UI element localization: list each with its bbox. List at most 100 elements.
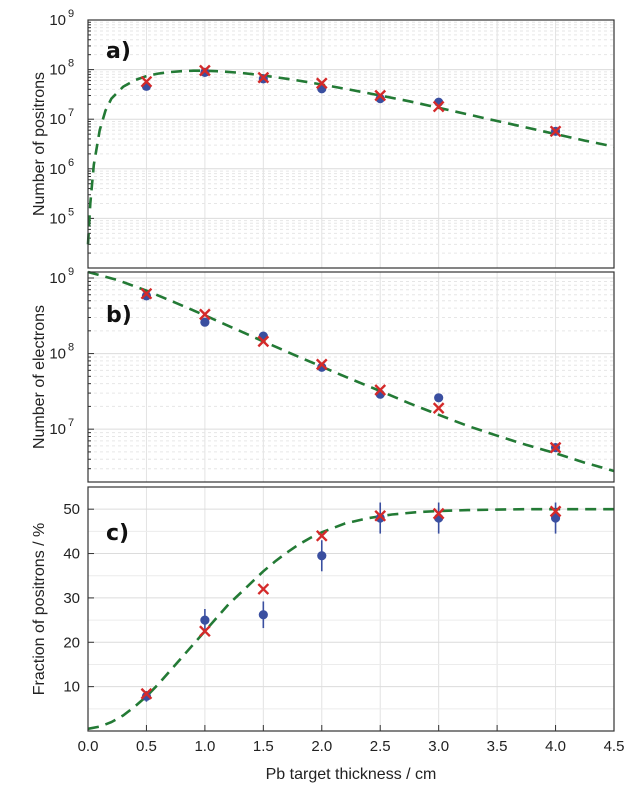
panel-c-frame (87, 486, 615, 732)
x-tick-label: 1.0 (194, 738, 215, 755)
y-tick-base: 10 (49, 346, 66, 363)
y-tick-exponent: 9 (68, 8, 74, 20)
panel-b-frame (87, 271, 615, 483)
y-tick-base: 10 (49, 270, 66, 287)
y-tick-label: 10 (49, 12, 66, 29)
y-tick-label: 10 (49, 270, 66, 287)
x-tick-label: 3.5 (487, 738, 508, 755)
panel-c-ylabel: Fraction of positrons / % (31, 523, 48, 696)
y-tick-base: 10 (49, 62, 66, 79)
data-point-cross (432, 100, 445, 113)
x-tick-label: 3.0 (428, 738, 449, 755)
y-tick-label: 10 (49, 111, 66, 128)
y-tick-label: 10 (49, 421, 66, 438)
y-tick-exponent: 7 (68, 417, 74, 429)
data-point-cross (199, 64, 211, 77)
data-point-circle (317, 551, 327, 561)
y-tick-exponent: 8 (68, 342, 74, 354)
y-tick-exponent: 7 (68, 107, 74, 119)
data-point-cross (140, 687, 153, 700)
panel-a-grid (87, 20, 615, 269)
data-point-cross (257, 583, 270, 595)
cross-stroke (374, 509, 387, 522)
model-curve (87, 270, 615, 473)
y-tick-label: 20 (63, 634, 80, 651)
x-axis-ticks: 0.0 0.5 1.0 1.5 2.0 2.5 3.0 3.5 4.0 4.5 (78, 725, 625, 755)
y-tick-exponent: 6 (68, 157, 74, 169)
panel-a-series (86, 64, 615, 245)
cross-stroke (315, 77, 328, 90)
panel-c: 10 20 30 40 50 0.0 0.5 1.0 1.5 2.0 2.5 3.0 3.5 4.0 4.… (31, 486, 625, 783)
data-point-circle (141, 291, 152, 301)
panel-c-y-ticks: 10 20 30 40 50 (63, 501, 94, 696)
panel-c-background (88, 487, 614, 731)
data-point-cross (549, 505, 562, 518)
data-point-cross (432, 507, 445, 520)
data-point-cross (140, 75, 153, 88)
y-tick-base: 10 (49, 161, 66, 178)
y-tick-label: 10 (49, 62, 66, 79)
data-point-cross (257, 335, 270, 348)
panel-a-background (88, 20, 614, 268)
y-tick-exponent: 5 (68, 206, 74, 218)
data-point-cross (257, 71, 270, 84)
data-point-cross (199, 308, 211, 321)
data-point-cross (315, 77, 328, 90)
data-point-cross (374, 509, 387, 522)
y-tick-label: 50 (63, 501, 80, 518)
cross-stroke (374, 89, 387, 102)
y-tick-base: 10 (49, 210, 66, 227)
x-axis-label: Pb target thickness / cm (266, 766, 437, 783)
data-point-circle (200, 317, 210, 327)
cross-stroke (374, 384, 387, 396)
x-tick-label: 0.5 (136, 738, 157, 755)
y-tick-base: 10 (49, 111, 66, 128)
y-tick-label: 10 (49, 346, 66, 363)
data-point-circle (141, 691, 152, 701)
cross-stroke (257, 71, 270, 84)
x-tick-label: 4.5 (604, 738, 625, 755)
cross-stroke (432, 402, 445, 414)
y-tick-exponent: 9 (68, 266, 74, 278)
panel-b-background (88, 272, 614, 482)
x-tick-label: 4.0 (545, 738, 566, 755)
data-point-circle (200, 615, 210, 625)
cross-stroke (549, 125, 562, 138)
y-tick-label: 10 (49, 161, 66, 178)
data-point-circle (200, 67, 210, 77)
cross-stroke (140, 287, 153, 300)
data-point-circle (317, 362, 327, 372)
panel-a-frame (87, 19, 615, 269)
cross-stroke (199, 625, 211, 638)
data-point-cross (374, 89, 387, 102)
data-point-cross (315, 358, 328, 371)
x-tick-label: 0.0 (78, 738, 99, 755)
data-point-cross (374, 384, 387, 396)
y-tick-base: 10 (49, 12, 66, 29)
data-point-circle (434, 393, 444, 403)
panel-c-series (87, 502, 614, 731)
x-tick-label: 2.5 (370, 738, 391, 755)
model-curve (87, 507, 614, 731)
data-point-cross (315, 529, 328, 542)
panel-c-label: c) (106, 521, 129, 546)
cross-stroke (257, 335, 270, 348)
cross-stroke (549, 441, 562, 454)
panel-b-series (87, 270, 615, 473)
panel-b-label: b) (106, 303, 132, 328)
panel-a-label: a) (106, 39, 131, 64)
cross-stroke (199, 308, 211, 321)
data-point-cross (549, 125, 562, 138)
cross-stroke (140, 75, 153, 88)
cross-stroke (315, 529, 328, 542)
x-tick-label: 1.5 (253, 738, 274, 755)
data-point-circle (550, 513, 561, 523)
data-point-cross (140, 287, 153, 300)
cross-stroke (432, 507, 445, 520)
cross-stroke (140, 687, 153, 700)
y-tick-label: 10 (63, 679, 80, 696)
